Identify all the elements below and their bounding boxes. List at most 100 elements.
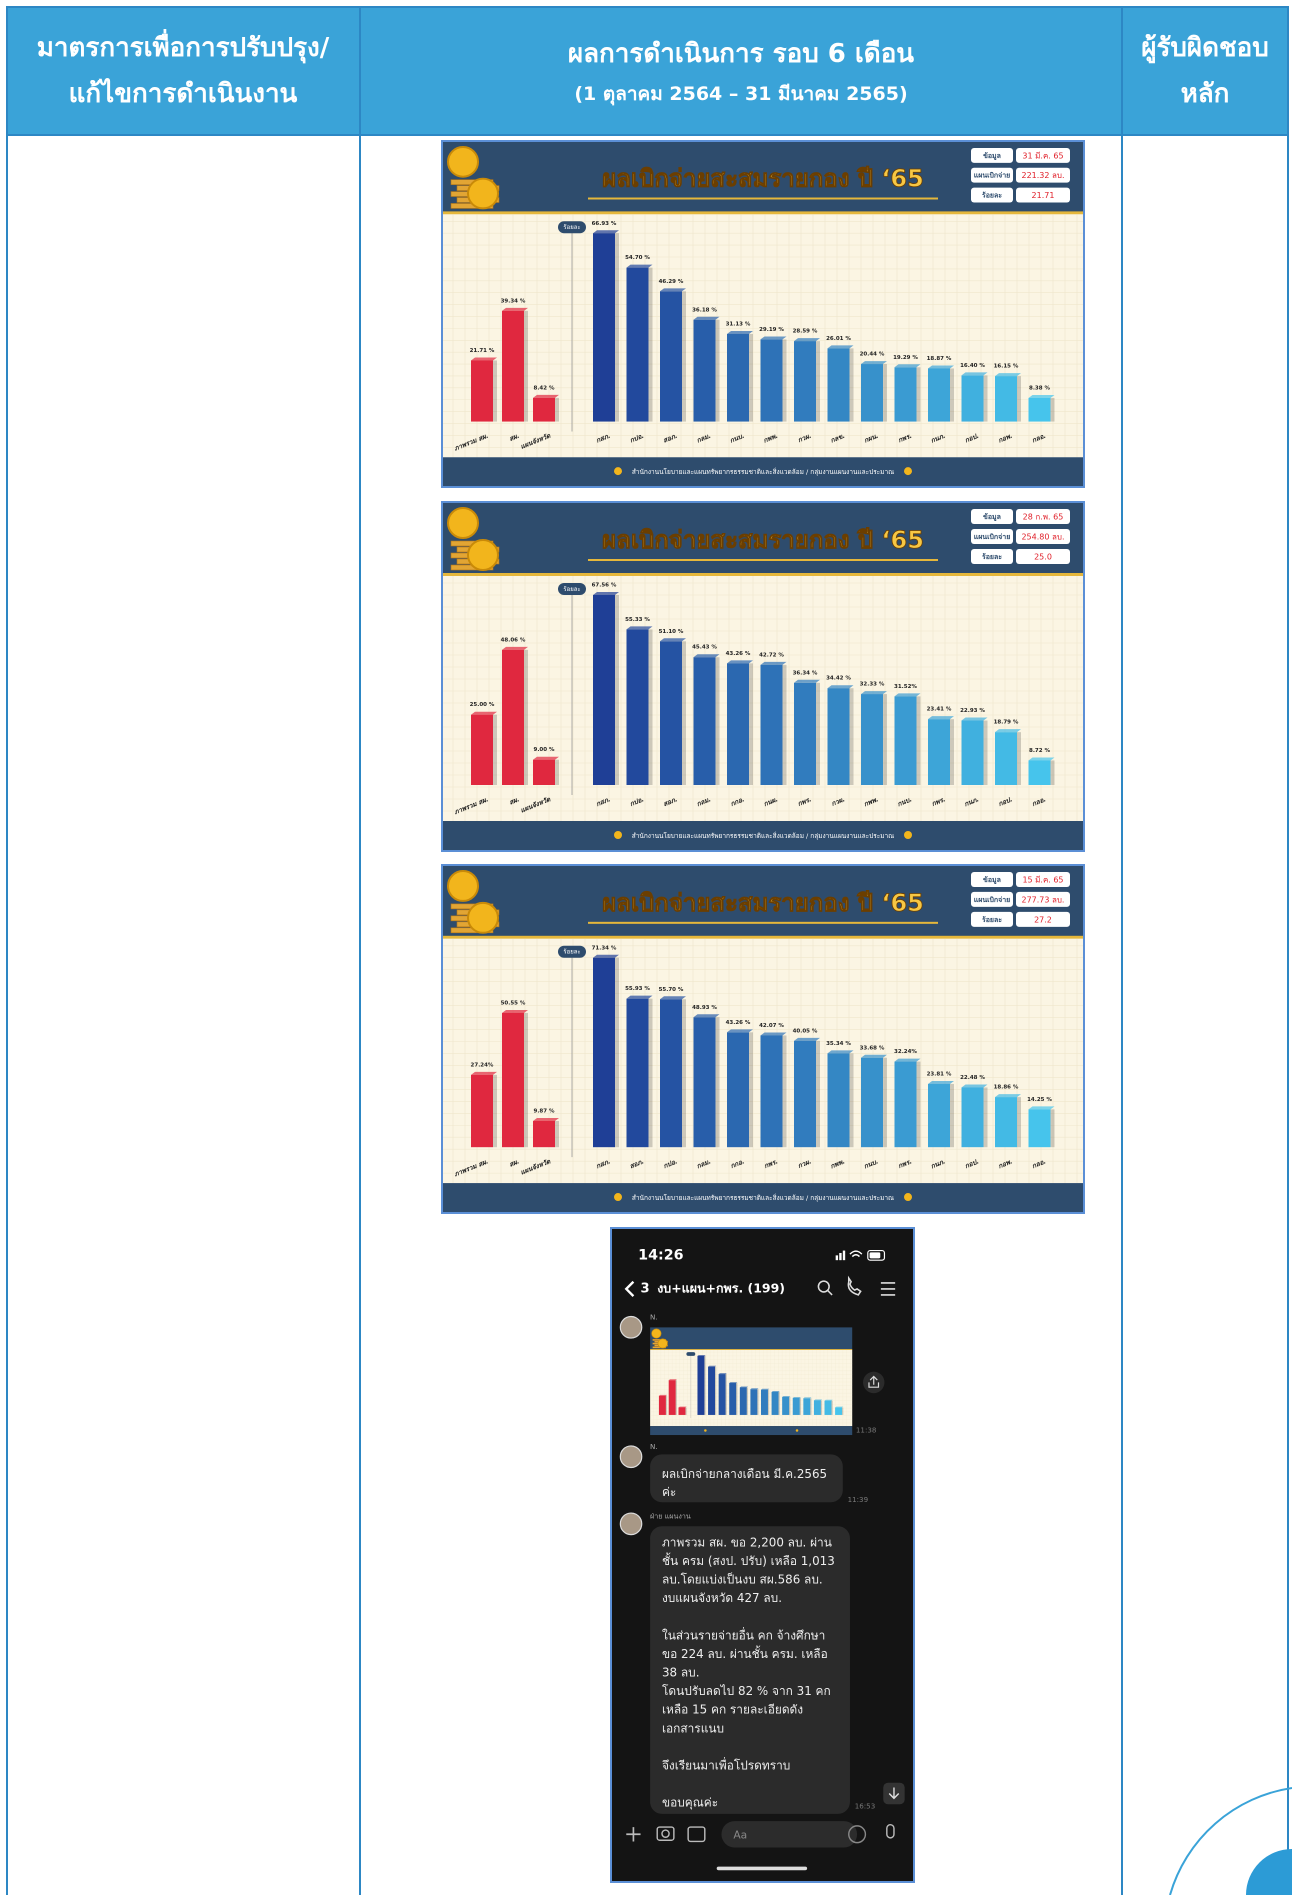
bar-side — [665, 1395, 668, 1415]
bar-side — [555, 759, 559, 785]
info-value: 25.0 — [1034, 553, 1052, 562]
value-label: 40.05 % — [793, 1028, 818, 1034]
bar-top — [928, 716, 954, 720]
value-label: 55.33 % — [625, 617, 650, 623]
value-label: 42.07 % — [759, 1023, 784, 1029]
info-value: 221.32 ลบ. — [1022, 171, 1065, 180]
bar-top — [995, 729, 1021, 733]
bar — [471, 1074, 493, 1148]
bar — [813, 1400, 821, 1415]
message-time: 11:38 — [856, 1425, 877, 1434]
bar-top — [626, 626, 653, 630]
bar-side — [757, 1389, 759, 1415]
bar — [693, 319, 716, 422]
bar — [626, 998, 649, 1148]
status-time: 14:26 — [638, 1247, 683, 1263]
bar — [708, 1366, 716, 1415]
info-value: 21.71 — [1032, 191, 1055, 200]
bar-side — [749, 663, 753, 785]
footer-band — [443, 821, 1083, 850]
bar-side — [789, 1396, 791, 1415]
bar-side — [883, 694, 887, 785]
bar-top — [760, 1388, 770, 1390]
bar-top — [727, 660, 753, 664]
info-label: ร้อยละ — [982, 552, 1002, 561]
value-label: 33.68 % — [860, 1045, 885, 1051]
bar-top — [794, 1037, 820, 1041]
info-value-box — [1016, 529, 1070, 544]
bar-top — [961, 717, 988, 721]
value-label: 43.26 % — [726, 651, 751, 657]
bar-top — [678, 1406, 687, 1408]
bar-top — [693, 316, 720, 320]
bar — [894, 1061, 917, 1148]
header-stripe — [443, 211, 1083, 215]
bar-side — [704, 1355, 706, 1415]
footer-band — [443, 1183, 1083, 1212]
plus-icon[interactable] — [626, 1827, 641, 1842]
camera-lens — [661, 1829, 670, 1838]
bar-side — [1017, 732, 1021, 785]
bar-side — [715, 1017, 720, 1148]
bar-top — [660, 638, 686, 642]
bar — [771, 1391, 779, 1415]
message-bubble — [650, 1526, 850, 1814]
value-label: 31.52% — [894, 684, 917, 690]
bar-side — [675, 1380, 677, 1415]
bar — [794, 1040, 816, 1148]
coin — [467, 539, 499, 571]
bar-top — [995, 1094, 1021, 1098]
footer-band — [443, 457, 1083, 486]
value-label: 8.72 % — [1029, 748, 1050, 754]
bar — [660, 999, 682, 1148]
bar — [660, 641, 682, 785]
value-label: 16.40 % — [960, 363, 985, 369]
value-label: 8.38 % — [1029, 386, 1050, 392]
input-field[interactable] — [721, 1821, 858, 1848]
info-label-box — [971, 549, 1013, 564]
status-icons — [835, 1249, 886, 1261]
value-label: 22.48 % — [960, 1075, 985, 1081]
info-value-box — [1016, 509, 1070, 524]
value-label: 42.72 % — [759, 652, 784, 658]
chart: ผลเบิกจ่ายสะสมรายกอง ปี ‘65 ข้อมูล 31 มี.ค… — [443, 142, 1083, 486]
bar — [1028, 397, 1051, 422]
bar-side — [916, 367, 921, 422]
footer-icon — [614, 831, 622, 839]
mic-icon[interactable] — [886, 1823, 895, 1839]
bar-top — [718, 1373, 727, 1375]
emoji-icon[interactable] — [848, 1825, 867, 1844]
bar-top — [693, 1014, 720, 1018]
bar — [729, 1383, 737, 1415]
bar — [502, 649, 524, 785]
bar-top — [693, 654, 720, 658]
footer-text: สำนักงานนโยบายและแผนทรัพยากรธรรมชาติและส… — [632, 467, 894, 476]
bar-top — [827, 685, 854, 689]
info-label-box — [971, 871, 1013, 887]
bar-side — [810, 1398, 812, 1415]
bar-top — [471, 1071, 497, 1075]
bar-top — [502, 646, 528, 650]
home-indicator — [716, 1866, 808, 1871]
bar-side — [849, 1053, 854, 1148]
header-stripe — [650, 1349, 853, 1350]
value-label: 50.55 % — [501, 1000, 526, 1006]
value-label: 55.93 % — [625, 986, 650, 992]
bar — [995, 376, 1017, 422]
value-label: 27.24% — [471, 1062, 494, 1068]
bar-top — [533, 1117, 559, 1121]
coin — [447, 145, 479, 178]
bar-side — [524, 1012, 528, 1148]
chart-image: ผลเบิกจ่ายสะสมรายกอง ปี ‘65 ข้อมูล 15 มี.ค… — [441, 864, 1085, 1214]
header-icons[interactable] — [817, 1275, 896, 1296]
title-underline — [588, 197, 938, 200]
bar-top — [533, 394, 559, 398]
image-icon[interactable] — [687, 1826, 706, 1843]
table-border — [6, 6, 1289, 8]
footer-text: สำนักงานนโยบายและแผนทรัพยากรธรรมชาติและส… — [632, 1193, 894, 1202]
back-icon[interactable] — [624, 1280, 635, 1297]
value-label: 23.41 % — [927, 707, 952, 713]
camera-icon[interactable] — [656, 1826, 675, 1841]
bar-side — [715, 319, 720, 422]
